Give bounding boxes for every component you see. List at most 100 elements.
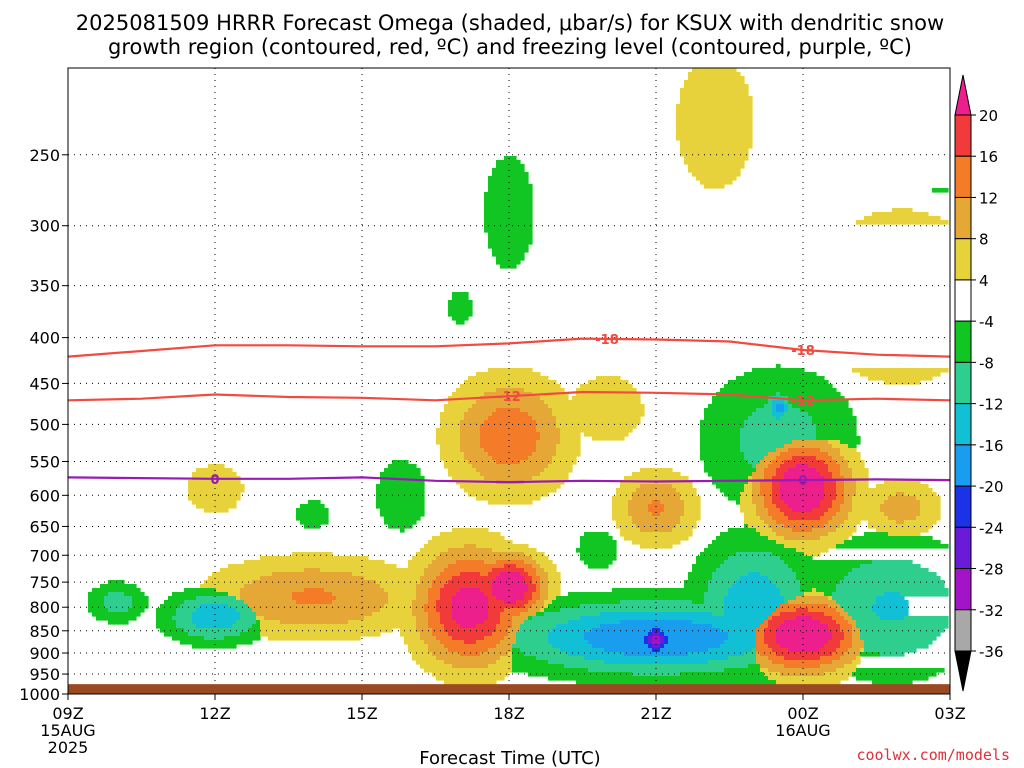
omega-cell [780,488,825,493]
omega-cell [520,612,537,617]
omega-cell [268,636,361,641]
omega-cell [436,600,453,605]
omega-cell [772,552,805,557]
omega-cell [384,516,421,521]
omega-cell [664,504,685,509]
omega-cell [696,176,737,181]
omega-cell [824,480,837,485]
omega-cell [516,640,549,645]
omega-cell [476,400,545,405]
omega-cell [416,620,429,625]
omega-cell [516,564,533,569]
omega-cell [500,572,521,577]
omega-cell [448,400,477,405]
omega-cell [524,560,537,565]
omega-cell [868,376,933,381]
omega-cell [836,620,849,625]
omega-cell [512,652,525,657]
omega-cell [484,208,533,213]
omega-cell [836,588,949,593]
omega-cell [660,648,709,653]
omega-cell [448,300,473,305]
omega-cell [776,456,793,461]
omega-cell [536,600,545,605]
omega-cell [780,464,797,469]
omega-cell [596,376,621,381]
omega-cell [460,624,477,629]
omega-cell [660,500,685,505]
omega-cell [840,656,857,661]
y-tick-label: 300 [29,217,60,236]
omega-cell [460,448,485,453]
omega-cell [756,660,773,665]
omega-cell [832,516,849,521]
omega-cell [832,472,841,477]
omega-cell [880,652,905,657]
omega-cell [452,316,469,321]
omega-cell [652,500,661,505]
omega-cell [464,416,489,421]
omega-cell [664,632,729,637]
omega-cell [784,444,833,449]
omega-cell [496,560,525,565]
omega-cell [348,620,417,625]
omega-cell [592,436,625,441]
omega-cell [460,420,485,425]
omega-cell [852,472,869,477]
omega-cell [720,488,745,493]
omega-cell [812,508,829,513]
omega-cell [404,636,421,641]
omega-cell [560,440,581,445]
omega-cell [816,428,857,433]
omega-cell [460,652,481,657]
omega-cell [492,632,509,637]
omega-cell [376,488,425,493]
omega-cell [584,656,729,661]
omega-cell [824,512,837,517]
omega-cell [832,652,845,657]
omega-cell [740,428,817,433]
omega-cell [776,408,785,413]
omega-cell [816,588,837,593]
omega-cell [788,648,821,653]
omega-cell [652,632,661,637]
omega-cell [684,580,709,585]
omega-cell [464,412,493,417]
omega-cell [172,592,229,597]
omega-cell [888,516,917,521]
omega-cell [484,228,533,233]
omega-cell [88,608,109,613]
omega-cell [900,592,949,597]
omega-cell [580,540,617,545]
omega-cell [740,444,785,449]
omega-cell [776,392,781,397]
omega-cell [880,508,921,513]
omega-cell [548,604,581,609]
omega-cell [420,632,433,637]
omega-cell [548,640,589,645]
omega-cell [176,624,197,629]
omega-cell [188,496,241,501]
omega-cell [588,668,725,673]
omega-cell [876,528,929,533]
omega-cell [476,372,541,377]
omega-cell [744,484,753,489]
omega-cell [612,500,629,505]
omega-cell [728,380,829,385]
omega-cell [660,644,665,649]
omega-cell [520,460,553,465]
omega-cell [728,528,757,533]
omega-cell [764,520,777,525]
omega-cell [440,444,461,449]
omega-cell [624,476,689,481]
omega-cell [452,600,489,605]
omega-cell [500,640,517,645]
omega-cell [432,560,457,565]
omega-cell [832,504,841,509]
omega-cell [448,308,473,313]
omega-cell [876,484,929,489]
omega-cell [512,624,521,629]
omega-cell [156,624,177,629]
omega-cell [868,524,933,529]
freezing-level-contour-label: 0 [210,473,219,488]
